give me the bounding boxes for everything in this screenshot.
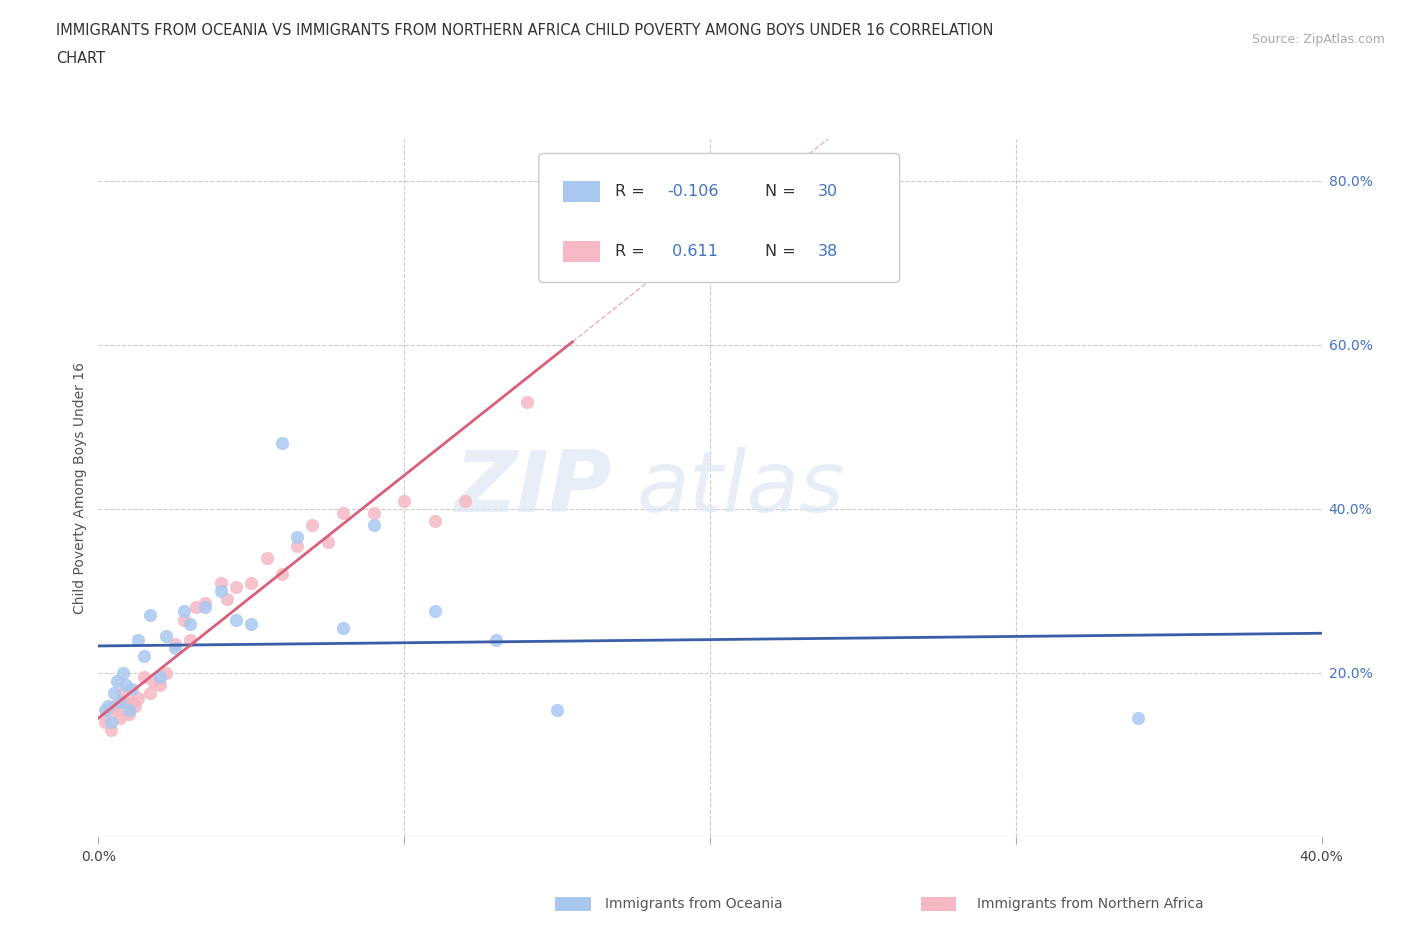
- Point: [240, 617, 263, 631]
- Point: [127, 690, 149, 705]
- Text: N =: N =: [765, 244, 801, 259]
- Point: [134, 649, 156, 664]
- Text: ZIP: ZIP: [454, 446, 612, 530]
- Point: [285, 538, 308, 553]
- Text: 38: 38: [818, 244, 838, 259]
- Point: [100, 714, 122, 729]
- Point: [97, 698, 120, 713]
- Point: [270, 567, 292, 582]
- Text: atlas: atlas: [637, 446, 845, 530]
- Point: [546, 702, 568, 717]
- Point: [103, 686, 125, 701]
- Point: [105, 702, 128, 717]
- Point: [121, 682, 143, 697]
- Point: [363, 518, 385, 533]
- Point: [179, 617, 201, 631]
- Point: [115, 694, 138, 709]
- Point: [240, 575, 263, 590]
- Point: [173, 604, 195, 618]
- Point: [103, 698, 125, 713]
- Point: [194, 600, 217, 615]
- FancyBboxPatch shape: [538, 153, 900, 283]
- Point: [93, 714, 115, 729]
- Point: [285, 530, 308, 545]
- Point: [111, 686, 134, 701]
- Point: [149, 678, 172, 693]
- Point: [225, 579, 247, 594]
- Point: [139, 686, 162, 701]
- Point: [163, 641, 186, 656]
- Text: R =: R =: [614, 244, 650, 259]
- Point: [194, 596, 217, 611]
- Text: 30: 30: [818, 184, 838, 199]
- Point: [485, 632, 508, 647]
- Point: [100, 723, 122, 737]
- Point: [97, 702, 120, 717]
- Point: [215, 591, 238, 606]
- Point: [149, 670, 172, 684]
- Text: N =: N =: [765, 184, 801, 199]
- Text: Immigrants from Northern Africa: Immigrants from Northern Africa: [977, 897, 1204, 911]
- Point: [516, 394, 538, 409]
- Text: CHART: CHART: [56, 51, 105, 66]
- Point: [108, 694, 131, 709]
- Point: [392, 493, 416, 508]
- Text: Source: ZipAtlas.com: Source: ZipAtlas.com: [1251, 33, 1385, 46]
- Point: [118, 702, 141, 717]
- Point: [423, 513, 446, 528]
- Point: [454, 493, 477, 508]
- Point: [111, 666, 134, 681]
- Point: [316, 534, 339, 549]
- Point: [115, 678, 138, 693]
- Point: [363, 505, 385, 520]
- Point: [270, 435, 292, 450]
- Point: [332, 620, 354, 635]
- Point: [301, 518, 323, 533]
- Point: [209, 575, 232, 590]
- Point: [127, 632, 149, 647]
- FancyBboxPatch shape: [564, 241, 600, 261]
- Point: [139, 608, 162, 623]
- Text: Immigrants from Oceania: Immigrants from Oceania: [605, 897, 782, 911]
- Point: [124, 698, 146, 713]
- Point: [209, 583, 232, 598]
- Point: [423, 604, 446, 618]
- Point: [134, 670, 156, 684]
- Point: [155, 629, 177, 644]
- Point: [93, 702, 115, 717]
- Point: [256, 551, 278, 565]
- FancyBboxPatch shape: [564, 181, 600, 203]
- Point: [1128, 711, 1150, 725]
- Point: [142, 673, 165, 688]
- Y-axis label: Child Poverty Among Boys Under 16: Child Poverty Among Boys Under 16: [73, 363, 87, 614]
- Point: [332, 505, 354, 520]
- Point: [105, 673, 128, 688]
- Text: R =: R =: [614, 184, 650, 199]
- Text: 0.611: 0.611: [668, 244, 718, 259]
- Point: [155, 666, 177, 681]
- Point: [108, 711, 131, 725]
- Point: [179, 632, 201, 647]
- Text: -0.106: -0.106: [668, 184, 718, 199]
- Point: [173, 612, 195, 627]
- Point: [118, 707, 141, 722]
- Point: [121, 694, 143, 709]
- Point: [561, 247, 583, 262]
- Point: [163, 637, 186, 652]
- Text: IMMIGRANTS FROM OCEANIA VS IMMIGRANTS FROM NORTHERN AFRICA CHILD POVERTY AMONG B: IMMIGRANTS FROM OCEANIA VS IMMIGRANTS FR…: [56, 23, 994, 38]
- Point: [225, 612, 247, 627]
- Point: [186, 600, 208, 615]
